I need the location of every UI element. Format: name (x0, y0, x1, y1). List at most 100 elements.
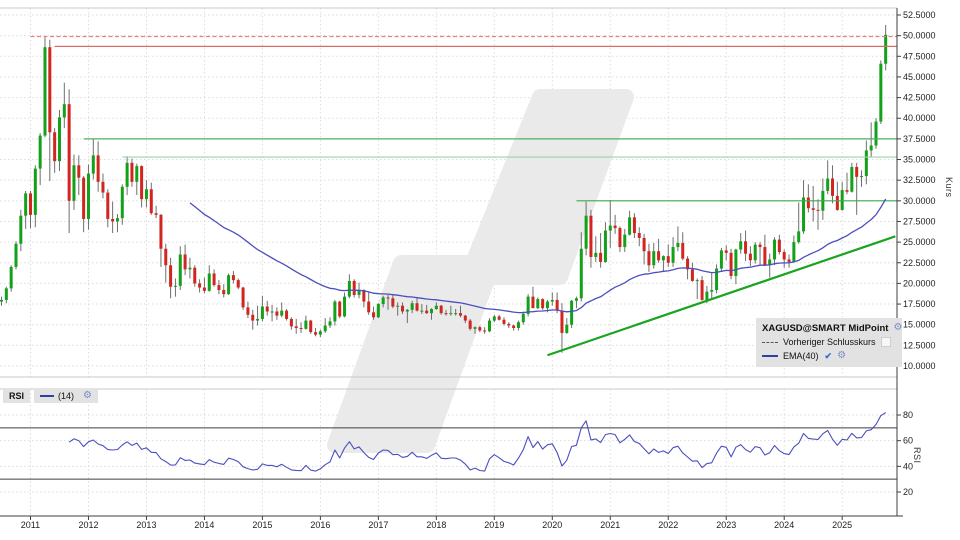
candle-up (545, 301, 549, 309)
candle-down (169, 265, 173, 287)
candle-up (826, 178, 830, 191)
candle-up (260, 306, 264, 319)
candle-up (550, 299, 554, 302)
candle-down (367, 301, 371, 313)
candle-up (347, 280, 351, 297)
candle-up (43, 47, 47, 136)
candle-down (666, 256, 670, 263)
candle-down (53, 132, 57, 162)
candle-up (280, 310, 284, 316)
axis-tick-label: 2024 (774, 520, 794, 530)
rsi-gear-icon[interactable]: ⚙ (83, 390, 92, 401)
candle-up (343, 296, 347, 317)
ema-checkmark-icon[interactable]: ✔ (824, 350, 833, 361)
candle-down (111, 218, 115, 222)
axis-tick-label: 2023 (716, 520, 736, 530)
axis-tick-label: 32.5000 (903, 175, 936, 185)
candle-up (671, 247, 675, 263)
ema-gear-icon[interactable]: ⚙ (837, 350, 847, 361)
rsi-line-sample (40, 395, 55, 397)
candle-down (724, 250, 728, 253)
candle-up (579, 248, 583, 299)
axis-tick-label: 42.5000 (903, 93, 936, 103)
candle-down (507, 323, 511, 326)
candle-down (560, 310, 564, 333)
axis-tick-label: 2016 (310, 520, 330, 530)
axis-tick-label: 17.5000 (903, 299, 936, 309)
previous-close-checkbox[interactable] (880, 337, 891, 347)
candle-up (802, 197, 806, 232)
candle-down (642, 237, 646, 252)
axis-tick-label: 2021 (600, 520, 620, 530)
candle-up (753, 244, 757, 261)
candle-up (710, 290, 714, 292)
axis-tick-label: 45.0000 (903, 72, 936, 82)
axis-tick-label: 2025 (832, 520, 852, 530)
candle-up (628, 217, 632, 235)
candle-up (86, 173, 90, 219)
candle-up (864, 150, 868, 177)
candle-down (159, 214, 163, 249)
chart-legend[interactable]: XAGUSD@SMART MidPoint ⚙ Vorheriger Schlu… (756, 318, 902, 367)
candle-up (376, 304, 380, 318)
axis-tick-label: 2011 (21, 520, 40, 530)
candle-up (574, 298, 578, 301)
candle-down (338, 301, 342, 317)
axis-tick-label: 40.0000 (903, 113, 936, 123)
legend-title: XAGUSD@SMART MidPoint (762, 322, 889, 334)
candle-down (502, 319, 506, 324)
candle-down (618, 228, 622, 248)
candle-down (241, 287, 245, 308)
candle-up (178, 254, 182, 286)
candle-up (304, 320, 308, 329)
candle-up (705, 291, 709, 300)
candle-up (840, 190, 844, 210)
candle-down (164, 248, 168, 266)
rsi-indicator-chip[interactable]: (14) ⚙ (34, 389, 98, 403)
candle-down (251, 314, 255, 321)
trendline[interactable] (547, 235, 896, 357)
candle-down (458, 313, 462, 316)
candle-down (140, 166, 144, 200)
candle-up (516, 322, 520, 329)
candle-down (637, 233, 641, 238)
candle-up (434, 305, 438, 310)
candle-down (289, 318, 293, 327)
candle-up (487, 320, 491, 332)
axis-tick-label: 15.0000 (903, 320, 936, 330)
candle-up (405, 309, 409, 312)
candle-down (483, 330, 487, 332)
candle-up (661, 256, 665, 261)
candle-up (173, 285, 177, 287)
candle-up (526, 296, 530, 314)
axis-tick-label: 37.5000 (903, 134, 936, 144)
axis-tick-label: 47.5000 (903, 51, 936, 61)
candle-up (623, 234, 627, 248)
axis-tick-label: 20 (903, 487, 913, 497)
candle-up (792, 242, 796, 262)
axis-tick-label: 22.5000 (903, 258, 936, 268)
candle-up (797, 231, 801, 243)
axis-tick-label: 50.0000 (903, 31, 936, 41)
legend-title-row[interactable]: XAGUSD@SMART MidPoint ⚙ (762, 321, 902, 335)
candle-up (19, 215, 23, 244)
candle-up (773, 239, 777, 260)
legend-item-previous-close[interactable]: Vorheriger Schlusskurs (762, 335, 898, 349)
axis-tick-label: 2020 (542, 520, 562, 530)
candle-down (744, 241, 748, 254)
candle-down (101, 181, 105, 193)
legend-item-ema[interactable]: EMA(40) ✔ ⚙ (762, 349, 898, 363)
candle-up (323, 325, 327, 332)
candle-down (372, 312, 376, 318)
candle-down (444, 313, 448, 315)
series-gear-icon[interactable]: ⚙ (893, 322, 903, 333)
ema-line-sample (762, 355, 778, 357)
candle-down (468, 320, 472, 329)
candle-down (391, 298, 395, 307)
candle-down (236, 280, 240, 288)
axis-tick-label: 30.0000 (903, 196, 936, 206)
candle-down (686, 258, 690, 270)
candle-down (787, 259, 791, 262)
candle-down (555, 299, 559, 311)
